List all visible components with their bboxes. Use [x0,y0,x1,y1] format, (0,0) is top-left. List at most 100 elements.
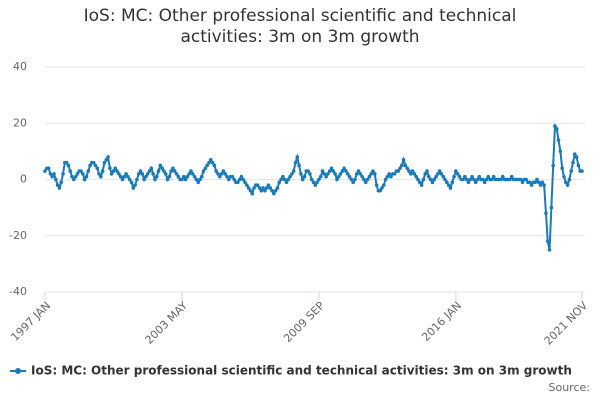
point [389,174,393,179]
point [300,177,305,182]
point [327,169,332,173]
point [290,172,294,176]
point [464,177,469,182]
point [551,163,555,168]
point [140,172,145,176]
point [378,188,382,193]
point [111,169,116,173]
point [154,174,159,179]
point [419,183,424,187]
point [434,174,438,179]
legend-label: IoS: MC: Other professional scientific a… [31,364,572,378]
point [372,172,377,176]
point [409,172,413,176]
point [50,174,55,179]
point [190,172,195,176]
point [427,174,431,179]
point [252,186,256,190]
point [482,180,487,185]
point [340,169,345,173]
point [354,172,359,176]
point [315,180,319,185]
point [299,172,303,176]
y-tick-label: 20 [13,116,27,129]
point [223,172,228,176]
point [142,177,146,182]
point [239,174,244,179]
point [423,172,428,176]
point [187,172,191,176]
point [149,166,154,171]
point [556,138,561,142]
point [176,174,181,179]
point [61,172,65,176]
point [412,172,417,176]
point [418,180,422,185]
point [73,174,78,179]
point [160,166,164,171]
point [158,163,163,168]
point [477,174,482,179]
point [381,183,386,187]
point [126,174,130,179]
point [183,177,188,182]
x-tick-label: 2003 MAY [143,299,191,347]
point [46,166,51,171]
point [68,169,73,173]
point [540,180,545,185]
point [569,169,573,173]
point [59,180,64,185]
point [108,166,112,171]
point [208,158,213,162]
point [127,177,132,182]
point [133,183,137,187]
point [336,174,341,179]
point [322,172,327,176]
point [308,172,312,176]
point [57,186,62,190]
point [454,169,458,173]
point [371,169,375,173]
point [441,174,446,179]
point [567,177,572,182]
point [75,172,80,176]
point [95,166,100,171]
point [180,177,184,182]
point [410,169,415,173]
point [246,186,251,190]
point [250,191,255,196]
point [351,180,355,185]
point [192,174,197,179]
point [66,163,71,168]
point [490,177,494,182]
point [392,172,397,176]
point [113,166,118,171]
point [275,186,280,190]
point [97,172,101,176]
point [457,174,462,179]
point [369,172,373,176]
point [82,177,87,182]
point [230,174,235,179]
point [574,155,579,159]
point [554,127,559,131]
point [171,166,175,171]
point [163,172,168,176]
point [576,163,581,168]
point [118,174,123,179]
point [104,158,109,162]
point [243,180,247,185]
point [248,188,253,193]
point [347,174,352,179]
point [320,169,325,173]
point [345,172,350,176]
point [221,169,226,173]
point [136,172,141,176]
point [281,174,285,179]
point [236,180,240,185]
point [333,172,337,176]
point [93,163,98,168]
point [405,166,410,171]
point [272,191,276,196]
